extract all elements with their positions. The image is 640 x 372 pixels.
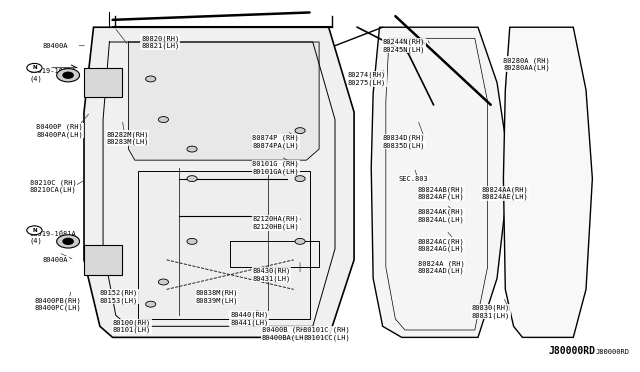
Text: 80430(RH)
80431(LH): 80430(RH) 80431(LH) xyxy=(252,267,291,282)
Text: 80824AK(RH)
80824AL(LH): 80824AK(RH) 80824AL(LH) xyxy=(418,209,465,222)
Text: 80400PB(RH)
80400PC(LH): 80400PB(RH) 80400PC(LH) xyxy=(35,297,81,311)
Bar xyxy=(138,171,310,319)
Text: 80280A (RH)
80280AA(LH): 80280A (RH) 80280AA(LH) xyxy=(504,57,550,71)
Text: 80101C (RH)
80101CC(LH): 80101C (RH) 80101CC(LH) xyxy=(303,327,350,341)
Text: 08919-1081A
(4): 08919-1081A (4) xyxy=(30,231,77,244)
Circle shape xyxy=(158,116,168,122)
Text: 80152(RH)
80153(LH): 80152(RH) 80153(LH) xyxy=(100,290,138,304)
Text: 80824AA(RH)
80824AE(LH): 80824AA(RH) 80824AE(LH) xyxy=(481,186,528,201)
Text: 80400B (RH)
80400BA(LH): 80400B (RH) 80400BA(LH) xyxy=(262,327,308,341)
Circle shape xyxy=(187,238,197,244)
Text: 80244N(RH)
80245N(LH): 80244N(RH) 80245N(LH) xyxy=(383,39,425,53)
Circle shape xyxy=(63,72,73,78)
Circle shape xyxy=(57,68,79,82)
Text: 80820(RH)
80821(LH): 80820(RH) 80821(LH) xyxy=(141,35,179,49)
Bar xyxy=(84,68,122,97)
Polygon shape xyxy=(371,27,509,337)
Text: SEC.803: SEC.803 xyxy=(399,176,428,182)
Text: 80874P (RH)
80874PA(LH): 80874P (RH) 80874PA(LH) xyxy=(252,135,299,149)
Circle shape xyxy=(27,226,42,235)
Bar xyxy=(84,245,122,275)
PathPatch shape xyxy=(84,27,354,337)
Text: 80400P (RH)
80400PA(LH): 80400P (RH) 80400PA(LH) xyxy=(36,124,83,138)
Text: 80838M(RH)
80839M(LH): 80838M(RH) 80839M(LH) xyxy=(195,290,237,304)
Text: 80101G (RH)
80101GA(LH): 80101G (RH) 80101GA(LH) xyxy=(252,161,299,174)
Polygon shape xyxy=(504,27,593,337)
Text: 80830(RH)
80831(LH): 80830(RH) 80831(LH) xyxy=(472,305,510,318)
Text: 80400A: 80400A xyxy=(43,257,68,263)
Circle shape xyxy=(57,235,79,248)
Text: 80274(RH)
80275(LH): 80274(RH) 80275(LH) xyxy=(348,72,386,86)
Circle shape xyxy=(295,238,305,244)
Polygon shape xyxy=(129,42,319,160)
Circle shape xyxy=(146,301,156,307)
Circle shape xyxy=(63,238,73,244)
Text: 08919-1081A
(4): 08919-1081A (4) xyxy=(30,68,77,82)
Text: 80824AC(RH)
80824AG(LH): 80824AC(RH) 80824AG(LH) xyxy=(418,238,465,252)
Circle shape xyxy=(187,146,197,152)
Text: J80000RD: J80000RD xyxy=(596,349,630,355)
Text: 80210C (RH)
80210CA(LH): 80210C (RH) 80210CA(LH) xyxy=(30,179,77,193)
Circle shape xyxy=(146,76,156,82)
Text: 80400A: 80400A xyxy=(43,43,68,49)
Text: N: N xyxy=(32,65,36,70)
Text: 80834D(RH)
80835D(LH): 80834D(RH) 80835D(LH) xyxy=(383,135,425,149)
Text: 82120HA(RH)
82120HB(LH): 82120HA(RH) 82120HB(LH) xyxy=(252,216,299,230)
Circle shape xyxy=(295,128,305,134)
Circle shape xyxy=(27,63,42,72)
Circle shape xyxy=(158,279,168,285)
Text: 80440(RH)
80441(LH): 80440(RH) 80441(LH) xyxy=(230,312,268,326)
Text: 80100(RH)
80101(LH): 80100(RH) 80101(LH) xyxy=(113,319,151,333)
Text: N: N xyxy=(32,228,36,233)
Text: 80824A (RH)
80824AD(LH): 80824A (RH) 80824AD(LH) xyxy=(418,260,465,274)
Text: 80282M(RH)
80283M(LH): 80282M(RH) 80283M(LH) xyxy=(106,131,148,145)
Circle shape xyxy=(187,176,197,182)
Text: 80824AB(RH)
80824AF(LH): 80824AB(RH) 80824AF(LH) xyxy=(418,186,465,201)
Circle shape xyxy=(295,176,305,182)
Text: J80000RD: J80000RD xyxy=(548,346,596,356)
